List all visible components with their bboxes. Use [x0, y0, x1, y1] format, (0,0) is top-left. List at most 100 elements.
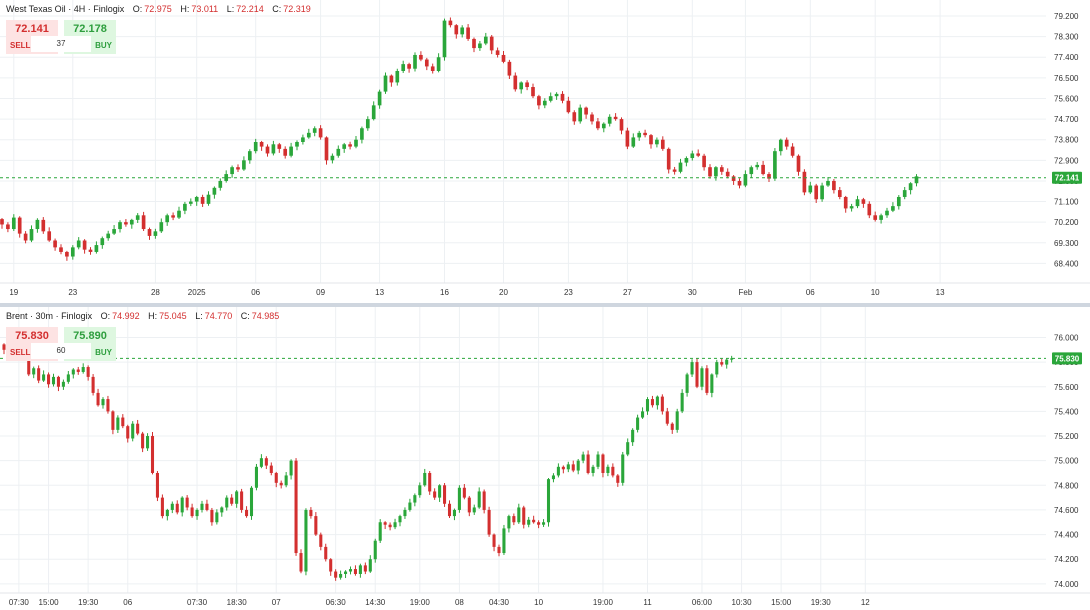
wti-candle-body: [118, 222, 122, 230]
brent-candle: [42, 370, 46, 382]
brent-buy-label[interactable]: BUY: [95, 348, 112, 357]
brent-candle: [527, 516, 531, 528]
wti-candle: [690, 150, 695, 161]
wti-candle-body: [419, 54, 423, 60]
wti-candle-body: [790, 146, 795, 156]
wti-candle-body: [194, 196, 199, 202]
wti-candle: [525, 80, 529, 91]
wti-source: Finlogix: [93, 4, 125, 14]
brent-candle: [551, 473, 555, 483]
brent-x-tick-label: 07:30: [187, 598, 208, 607]
wti-candle: [165, 213, 170, 226]
wti-buy-price[interactable]: 72.178: [73, 23, 107, 35]
brent-candle-body: [507, 516, 511, 529]
brent-candle-body: [408, 502, 412, 510]
brent-candle-body: [447, 503, 452, 517]
wti-candle-body: [761, 164, 765, 175]
wti-buy-label[interactable]: BUY: [95, 41, 112, 50]
brent-chart-panel[interactable]: 76.00075.80075.60075.40075.20075.00074.8…: [0, 307, 1090, 610]
brent-candle: [269, 462, 273, 476]
brent-candle: [601, 453, 605, 478]
wti-candle: [265, 144, 270, 157]
wti-time-axis[interactable]: 19 23 28 2025 06 09 13 16 20 23 27 30 Feb 06 10 13: [0, 282, 1090, 297]
brent-candle-body: [160, 497, 164, 517]
wti-candle: [301, 134, 305, 145]
wti-candle: [749, 165, 754, 178]
brent-candle-body: [259, 458, 263, 467]
brent-candle: [116, 415, 120, 434]
brent-time-axis[interactable]: 07:30 15:00 19:30 06 07:30 18:30 07 06:30 14:30 1…: [0, 592, 1090, 607]
brent-candle-body: [670, 423, 674, 430]
brent-candle: [388, 522, 392, 531]
wti-candle: [218, 178, 223, 191]
brent-candle: [368, 555, 372, 573]
brent-candle-body: [205, 503, 209, 510]
brent-sell-price[interactable]: 75.830: [15, 330, 49, 342]
brent-candle-body: [329, 559, 333, 572]
brent-candle: [170, 501, 174, 514]
wti-candle: [784, 137, 789, 150]
brent-candle: [616, 474, 620, 487]
brent-close-label: C:: [240, 311, 250, 321]
brent-x-tick-label: 19:30: [811, 598, 832, 607]
wti-candle: [200, 194, 205, 207]
brent-candle: [700, 366, 704, 391]
wti-candle-body: [572, 112, 577, 122]
brent-candle: [353, 565, 357, 576]
wti-candle-body: [908, 183, 913, 191]
wti-x-tick-label: 10: [871, 288, 880, 297]
brent-price-axis[interactable]: 76.00075.80075.60075.40075.20075.00074.8…: [1054, 333, 1079, 588]
wti-sell-price[interactable]: 72.141: [15, 23, 49, 35]
wti-candle: [560, 91, 565, 104]
wti-candle-body: [773, 151, 777, 179]
brent-candle-body: [695, 362, 699, 387]
wti-candle-body: [631, 137, 636, 147]
brent-quantity-input[interactable]: 60: [31, 343, 91, 359]
brent-candle: [497, 544, 501, 557]
wti-candle: [0, 218, 4, 229]
brent-chart-svg[interactable]: 76.00075.80075.60075.40075.20075.00074.8…: [0, 307, 1090, 610]
brent-candle: [542, 519, 546, 527]
wti-candle: [855, 195, 860, 209]
wti-chart-panel[interactable]: 79.200 78.300 77.400 76.500 75.600 74.700 73.8…: [0, 0, 1090, 303]
wti-price-axis[interactable]: 79.200 78.300 77.400 76.500 75.600 74.700 73.8…: [1054, 12, 1079, 268]
wti-candle: [501, 50, 506, 64]
wti-candle-body: [613, 116, 618, 120]
brent-candle-body: [546, 479, 551, 523]
wti-candle: [572, 110, 577, 125]
brent-candle: [566, 461, 570, 473]
brent-candle-body: [477, 491, 481, 508]
wti-candle-body: [755, 164, 760, 168]
wti-chart-svg[interactable]: 79.200 78.300 77.400 76.500 75.600 74.700 73.8…: [0, 0, 1090, 303]
wti-sell-label[interactable]: SELL: [10, 41, 31, 50]
wti-candle-body: [17, 217, 22, 234]
wti-y-tick-label: 75.600: [1054, 94, 1079, 103]
wti-candle: [554, 92, 559, 100]
brent-candle-body: [616, 475, 620, 483]
panel-divider[interactable]: [0, 303, 1090, 307]
brent-candle: [443, 483, 447, 507]
brent-candle: [482, 489, 486, 514]
wti-quantity-input[interactable]: 37: [31, 36, 91, 52]
brent-candle-body: [274, 472, 278, 483]
wti-candle: [725, 168, 730, 179]
wti-candle: [371, 101, 376, 121]
wti-candle: [466, 24, 470, 41]
wti-y-tick-label: 71.100: [1054, 198, 1079, 207]
brent-sell-label[interactable]: SELL: [10, 348, 31, 357]
wti-candle: [377, 89, 382, 109]
brent-candle: [91, 374, 95, 396]
brent-candle-body: [497, 546, 501, 554]
brent-candle-body: [586, 454, 590, 473]
wti-candle: [737, 178, 742, 189]
wti-candle: [826, 176, 830, 187]
brent-candle: [373, 538, 377, 563]
brent-candle: [106, 395, 110, 414]
brent-candle-body: [452, 509, 456, 517]
wti-candle: [395, 68, 400, 86]
brent-buy-price[interactable]: 75.890: [73, 330, 107, 342]
wti-candle-body: [430, 66, 435, 71]
brent-candle-body: [368, 559, 372, 572]
wti-candle-body: [129, 219, 134, 225]
wti-y-tick-label: 77.400: [1054, 53, 1079, 62]
